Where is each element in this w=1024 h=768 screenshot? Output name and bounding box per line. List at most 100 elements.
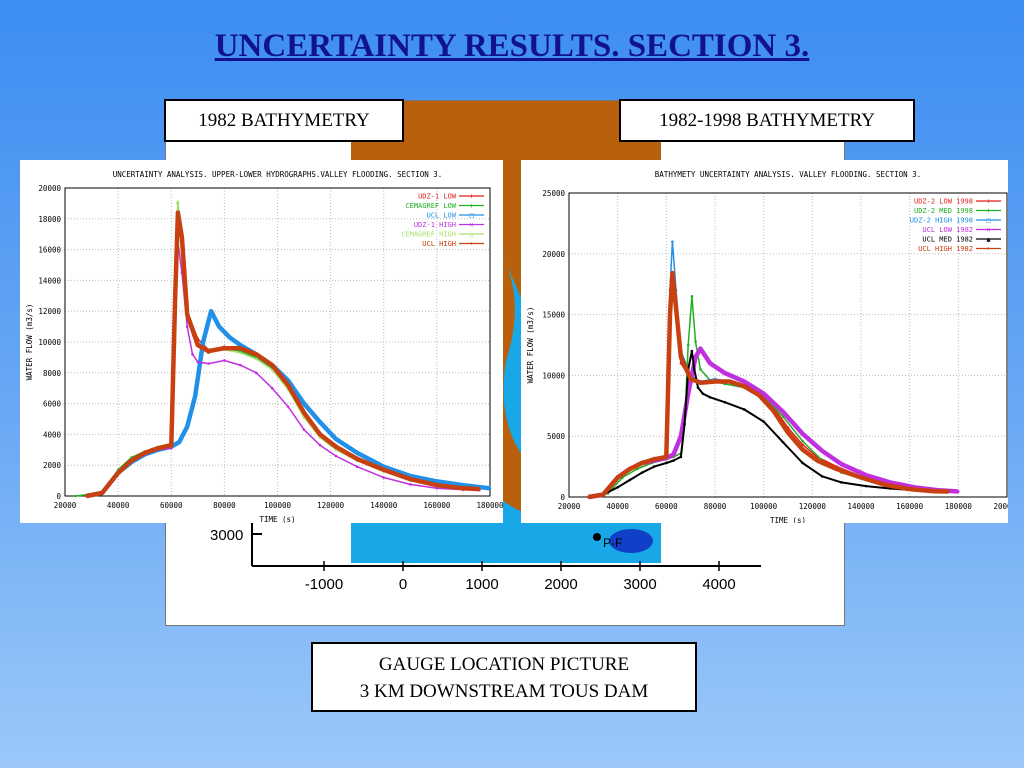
data-point xyxy=(382,476,386,479)
data-point xyxy=(176,211,180,214)
data-point xyxy=(835,467,838,471)
data-point xyxy=(665,461,668,465)
data-point xyxy=(801,461,804,465)
y-tick-label: 6000 xyxy=(43,400,62,409)
data-point xyxy=(382,468,386,472)
data-point xyxy=(665,455,668,459)
data-point xyxy=(355,451,359,455)
y-tick-label: 10000 xyxy=(542,371,565,380)
legend-marker: × xyxy=(469,221,473,229)
legend-marker: □ xyxy=(469,212,473,220)
data-point xyxy=(169,443,173,447)
x-tick-label: 200000 xyxy=(993,502,1008,511)
data-point xyxy=(409,477,412,481)
data-point xyxy=(180,235,184,239)
data-point xyxy=(801,439,804,443)
map-x-tick-label: 4000 xyxy=(702,576,735,593)
data-point xyxy=(355,457,359,461)
y-tick-label: 8000 xyxy=(43,369,62,378)
data-point xyxy=(762,420,765,423)
x-tick-label: 140000 xyxy=(847,502,875,511)
y-tick-label: 0 xyxy=(560,493,565,502)
data-point xyxy=(672,459,675,462)
data-point xyxy=(668,313,672,316)
data-point xyxy=(652,465,656,468)
series-line xyxy=(86,241,480,497)
legend-marker: △ xyxy=(469,231,474,239)
x-tick-label: 100000 xyxy=(264,501,292,510)
legend-marker: • xyxy=(469,240,473,248)
data-point xyxy=(488,487,492,490)
chart-bathymetry-uncertainty: BATHYMETY UNCERTAINTY ANALYSIS. VALLEY F… xyxy=(521,160,1021,525)
data-point xyxy=(781,440,785,444)
plot-frame xyxy=(64,187,491,497)
legend-label: UDZ-2 HIGH 1998 xyxy=(910,217,973,225)
x-tick-label: 120000 xyxy=(317,501,345,510)
data-point xyxy=(223,346,226,350)
legend-marker: + xyxy=(469,202,473,210)
data-point xyxy=(957,490,960,493)
data-point xyxy=(694,340,697,343)
data-point xyxy=(177,440,181,444)
data-point xyxy=(587,495,590,499)
data-point xyxy=(84,494,88,498)
data-point xyxy=(723,371,727,375)
legend-marker: × xyxy=(986,226,990,234)
legend-label: UCL HIGH 1982 xyxy=(918,245,973,253)
data-point xyxy=(302,428,306,432)
data-point xyxy=(679,355,683,359)
legend-marker: + xyxy=(469,193,473,201)
data-point xyxy=(820,449,824,453)
y-tick-label: 18000 xyxy=(38,215,61,224)
data-point xyxy=(239,351,242,355)
x-tick-label: 100000 xyxy=(750,502,778,511)
data-point xyxy=(683,422,686,426)
data-point xyxy=(679,455,683,459)
y-tick-label: 0 xyxy=(56,492,61,501)
data-point xyxy=(435,480,439,483)
data-point xyxy=(864,484,868,488)
chart-title: BATHYMETY UNCERTAINTY ANALYSIS. VALLEY F… xyxy=(655,170,921,179)
data-point xyxy=(671,271,674,275)
x-tick-label: 160000 xyxy=(423,501,451,510)
data-point xyxy=(686,343,690,347)
data-point xyxy=(757,393,761,397)
data-point xyxy=(239,343,242,347)
data-point xyxy=(209,309,213,313)
data-point xyxy=(947,490,950,493)
legend-label: UDZ-2 LOW 1998 xyxy=(914,198,973,206)
data-point xyxy=(462,483,465,487)
data-point xyxy=(772,409,775,412)
legend-marker: ▲ xyxy=(986,236,991,244)
data-point xyxy=(409,483,412,486)
y-tick-label: 14000 xyxy=(38,276,61,285)
legend-label: UDZ-2 MED 1998 xyxy=(914,207,973,215)
data-point xyxy=(228,336,231,339)
legend-label: CEMAGREF LOW xyxy=(405,202,456,210)
data-point xyxy=(74,494,77,498)
y-tick-label: 20000 xyxy=(38,184,61,193)
data-point xyxy=(254,357,258,361)
data-point xyxy=(701,392,705,395)
x-tick-label: 180000 xyxy=(945,502,973,511)
plot-frame xyxy=(568,192,1008,498)
y-tick-label: 12000 xyxy=(38,307,61,316)
data-point xyxy=(699,381,702,384)
data-point xyxy=(201,340,205,344)
data-point xyxy=(699,347,702,350)
legend-label: UCL LOW xyxy=(426,212,456,220)
data-point xyxy=(694,355,697,359)
data-point xyxy=(840,462,843,466)
data-point xyxy=(196,343,200,347)
data-point xyxy=(196,360,200,364)
data-point xyxy=(156,446,160,450)
x-tick-label: 20000 xyxy=(54,501,77,510)
data-point xyxy=(223,359,226,362)
data-point xyxy=(815,459,819,462)
data-point xyxy=(318,433,322,436)
y-axis-label: WATER FLOW (m3/s) xyxy=(25,304,34,381)
data-point xyxy=(884,483,887,487)
data-point xyxy=(601,493,605,496)
data-point xyxy=(318,443,322,447)
data-point xyxy=(786,431,790,434)
